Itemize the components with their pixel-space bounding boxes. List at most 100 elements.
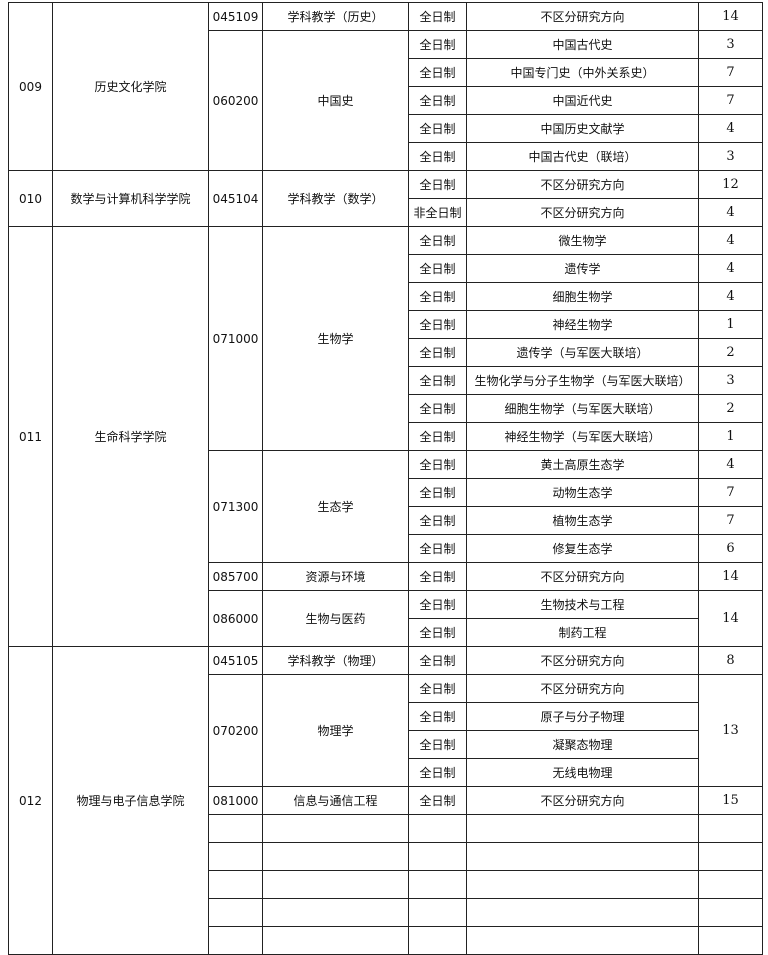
major-name: 生态学 bbox=[262, 450, 409, 563]
table-row: 085700 资源与环境 全日制 不区分研究方向 14 bbox=[9, 562, 763, 591]
college-code: 009 bbox=[8, 2, 53, 171]
research-direction: 不区分研究方向 bbox=[466, 562, 699, 591]
empty-cell bbox=[466, 870, 699, 899]
empty-cell bbox=[466, 842, 699, 871]
major-name: 生物与医药 bbox=[262, 590, 409, 647]
empty-cell bbox=[698, 842, 763, 871]
table-row: 全日制 修复生态学 6 bbox=[9, 534, 763, 563]
empty-cell bbox=[698, 814, 763, 843]
enrollment-count: 1 bbox=[698, 310, 763, 339]
table-row: 非全日制 不区分研究方向 4 bbox=[9, 198, 763, 227]
study-mode: 全日制 bbox=[408, 450, 467, 479]
table-row: 全日制 遗传学（与军医大联培） 2 bbox=[9, 338, 763, 367]
enrollment-count: 7 bbox=[698, 58, 763, 87]
study-mode: 全日制 bbox=[408, 86, 467, 115]
study-mode: 全日制 bbox=[408, 786, 467, 815]
college-name: 历史文化学院 bbox=[52, 2, 209, 171]
table-row: 全日制 中国专门史（中外关系史） 7 bbox=[9, 58, 763, 87]
table-row: 071300 生态学 全日制 黄土高原生态学 4 bbox=[9, 450, 763, 563]
major-code: 045105 bbox=[208, 646, 263, 675]
study-mode: 全日制 bbox=[408, 562, 467, 591]
empty-cell bbox=[698, 870, 763, 899]
research-direction: 中国古代史（联培） bbox=[466, 142, 699, 171]
table-row: 全日制 神经生物学 1 bbox=[9, 310, 763, 339]
study-mode: 全日制 bbox=[408, 506, 467, 535]
table-row: 全日制 细胞生物学（与军医大联培） 2 bbox=[9, 394, 763, 423]
research-direction: 遗传学 bbox=[466, 254, 699, 283]
enrollment-count: 4 bbox=[698, 198, 763, 227]
major-code: 081000 bbox=[208, 786, 263, 815]
college-name: 物理与电子信息学院 bbox=[52, 646, 209, 955]
enrollment-table-container: 009 历史文化学院 045109 学科教学（历史） 全日制 不区分研究方向 14 06020… bbox=[8, 2, 763, 955]
major-code: 045109 bbox=[208, 2, 263, 31]
study-mode: 全日制 bbox=[408, 730, 467, 759]
empty-cell bbox=[208, 814, 263, 843]
research-direction: 中国近代史 bbox=[466, 86, 699, 115]
empty-cell bbox=[262, 842, 409, 871]
study-mode: 全日制 bbox=[408, 534, 467, 563]
enrollment-count: 15 bbox=[698, 786, 763, 815]
enrollment-count: 4 bbox=[698, 282, 763, 311]
empty-cell bbox=[262, 870, 409, 899]
enrollment-count: 4 bbox=[698, 114, 763, 143]
table-row: 全日制 动物生态学 7 bbox=[9, 478, 763, 507]
table-row: 011 生命科学学院 071000 生物学 全日制 微生物学 4 bbox=[8, 226, 763, 647]
empty-cell bbox=[208, 926, 263, 955]
table-row: 全日制 遗传学 4 bbox=[9, 254, 763, 283]
empty-cell bbox=[698, 898, 763, 927]
research-direction: 凝聚态物理 bbox=[466, 730, 699, 759]
enrollment-count: 7 bbox=[698, 86, 763, 115]
enrollment-count: 1 bbox=[698, 422, 763, 451]
enrollment-count: 14 bbox=[698, 562, 763, 591]
research-direction: 不区分研究方向 bbox=[466, 646, 699, 675]
empty-cell bbox=[466, 814, 699, 843]
study-mode: 全日制 bbox=[408, 422, 467, 451]
research-direction: 细胞生物学（与军医大联培） bbox=[466, 394, 699, 423]
study-mode: 全日制 bbox=[408, 254, 467, 283]
research-direction: 植物生态学 bbox=[466, 506, 699, 535]
study-mode: 全日制 bbox=[408, 674, 467, 703]
study-mode: 全日制 bbox=[408, 590, 467, 619]
empty-cell bbox=[408, 926, 467, 955]
table-row: 全日制 凝聚态物理 bbox=[9, 730, 763, 759]
study-mode: 全日制 bbox=[408, 114, 467, 143]
study-mode: 全日制 bbox=[408, 58, 467, 87]
research-direction: 制药工程 bbox=[466, 618, 699, 647]
enrollment-count: 4 bbox=[698, 254, 763, 283]
research-direction: 不区分研究方向 bbox=[466, 198, 699, 227]
study-mode: 全日制 bbox=[408, 282, 467, 311]
table-row: 010 数学与计算机科学学院 045104 学科教学（数学） 全日制 不区分研究方向 12 bbox=[8, 170, 763, 227]
empty-cell bbox=[466, 926, 699, 955]
empty-cell bbox=[208, 842, 263, 871]
research-direction: 中国历史文献学 bbox=[466, 114, 699, 143]
research-direction: 无线电物理 bbox=[466, 758, 699, 787]
major-code: 071000 bbox=[208, 226, 263, 451]
research-direction: 细胞生物学 bbox=[466, 282, 699, 311]
enrollment-count: 7 bbox=[698, 478, 763, 507]
research-direction: 中国古代史 bbox=[466, 30, 699, 59]
empty-cell bbox=[262, 926, 409, 955]
empty-cell bbox=[408, 842, 467, 871]
major-code: 085700 bbox=[208, 562, 263, 591]
major-code: 060200 bbox=[208, 30, 263, 171]
enrollment-count: 14 bbox=[698, 2, 763, 31]
research-direction: 不区分研究方向 bbox=[466, 170, 699, 199]
table-row: 070200 物理学 全日制 不区分研究方向 13 bbox=[9, 674, 763, 787]
study-mode: 全日制 bbox=[408, 394, 467, 423]
major-name: 学科教学（物理） bbox=[262, 646, 409, 675]
enrollment-count: 3 bbox=[698, 142, 763, 171]
enrollment-count: 3 bbox=[698, 366, 763, 395]
study-mode: 全日制 bbox=[408, 702, 467, 731]
empty-cell bbox=[208, 898, 263, 927]
research-direction: 微生物学 bbox=[466, 226, 699, 255]
table-row: 009 历史文化学院 045109 学科教学（历史） 全日制 不区分研究方向 14 bbox=[8, 2, 763, 171]
research-direction: 生物技术与工程 bbox=[466, 590, 699, 619]
table-row: 086000 生物与医药 全日制 生物技术与工程 14 bbox=[9, 590, 763, 647]
major-name: 生物学 bbox=[262, 226, 409, 451]
enrollment-count: 4 bbox=[698, 226, 763, 255]
major-code: 045104 bbox=[208, 170, 263, 227]
research-direction: 黄土高原生态学 bbox=[466, 450, 699, 479]
enrollment-count: 2 bbox=[698, 394, 763, 423]
table-row: 全日制 中国近代史 7 bbox=[9, 86, 763, 115]
major-name: 信息与通信工程 bbox=[262, 786, 409, 815]
